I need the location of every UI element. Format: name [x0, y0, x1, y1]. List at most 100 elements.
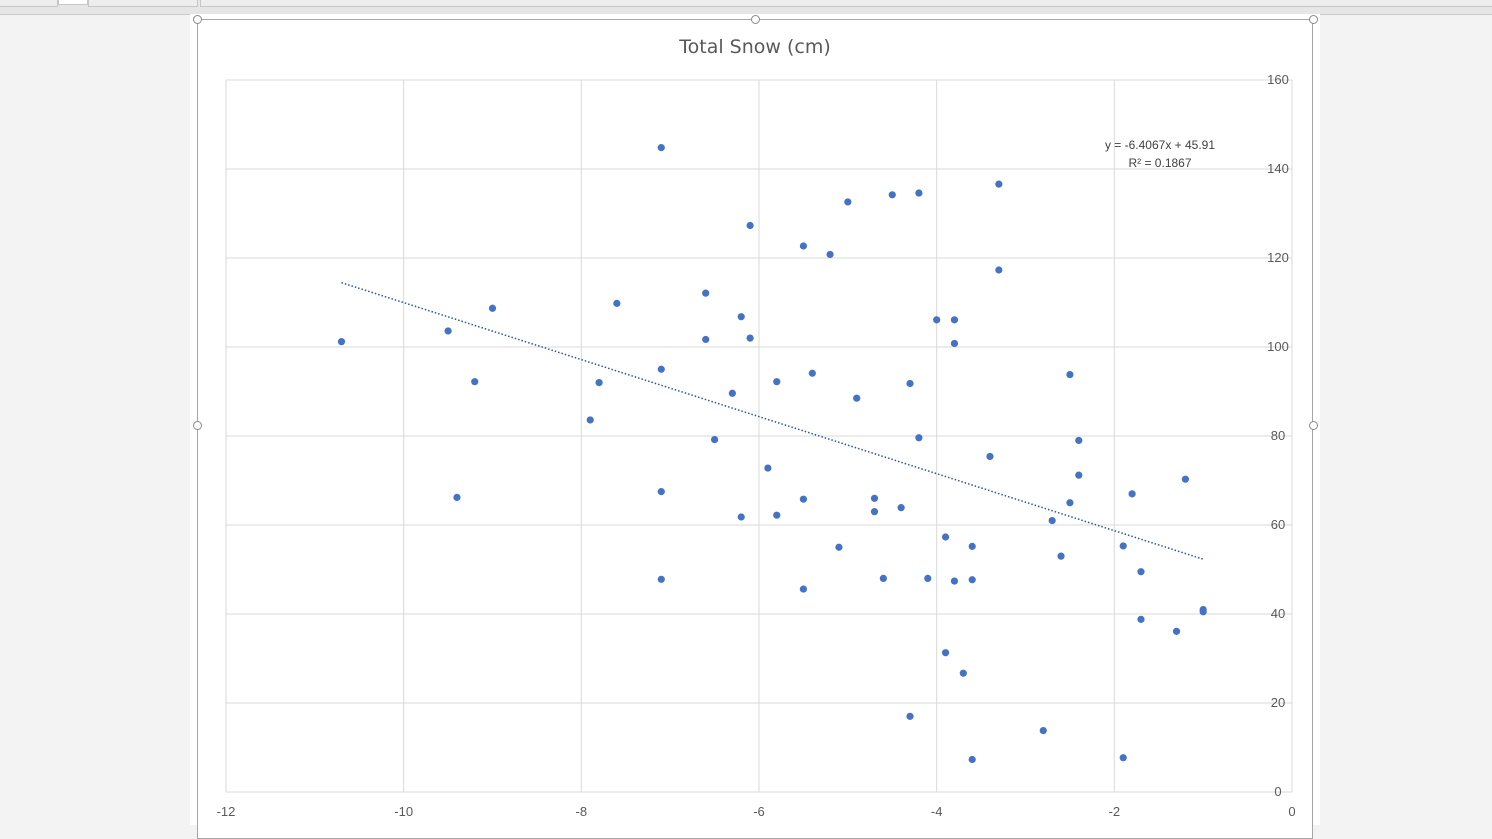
- data-point[interactable]: [746, 221, 754, 230]
- data-point[interactable]: [337, 338, 346, 346]
- data-point[interactable]: [941, 649, 950, 657]
- data-point[interactable]: [737, 513, 745, 521]
- data-point[interactable]: [1048, 516, 1056, 525]
- data-point[interactable]: [915, 434, 923, 442]
- data-point[interactable]: [799, 242, 808, 250]
- data-point[interactable]: [995, 266, 1003, 274]
- data-point[interactable]: [1172, 627, 1181, 635]
- sheet-tab[interactable]: [88, 0, 198, 7]
- y-tick-label: 140: [1267, 161, 1289, 176]
- y-tick-label: 160: [1267, 72, 1289, 87]
- x-tick-label: -10: [394, 804, 413, 819]
- resize-handle-top-right[interactable]: [1309, 15, 1318, 24]
- data-point[interactable]: [773, 378, 781, 386]
- data-point[interactable]: [959, 669, 967, 677]
- data-point[interactable]: [950, 577, 959, 585]
- data-point[interactable]: [799, 585, 808, 593]
- chart-area[interactable]: [197, 19, 1313, 839]
- data-point[interactable]: [1119, 542, 1127, 550]
- data-point[interactable]: [844, 198, 852, 206]
- sheet-tab[interactable]: [200, 0, 1492, 7]
- data-point[interactable]: [737, 313, 745, 321]
- data-point[interactable]: [657, 488, 665, 496]
- data-point[interactable]: [586, 416, 594, 424]
- active-sheet-tab[interactable]: [58, 0, 88, 5]
- y-tick-label: 20: [1271, 695, 1285, 710]
- y-tick-label: 0: [1274, 784, 1281, 799]
- data-point[interactable]: [870, 494, 879, 502]
- data-point[interactable]: [888, 191, 896, 199]
- y-tick-label: 60: [1271, 517, 1285, 532]
- x-tick-label: 0: [1288, 804, 1295, 819]
- data-point[interactable]: [710, 435, 719, 444]
- data-point[interactable]: [1066, 370, 1074, 379]
- data-point[interactable]: [924, 574, 932, 583]
- data-point[interactable]: [453, 493, 461, 502]
- data-point[interactable]: [826, 250, 834, 259]
- data-point[interactable]: [1066, 499, 1074, 507]
- data-point[interactable]: [1128, 490, 1136, 498]
- x-tick-label: -4: [931, 804, 943, 819]
- x-tick-label: -2: [1109, 804, 1121, 819]
- data-point[interactable]: [1181, 475, 1189, 483]
- sheet-tab[interactable]: [0, 0, 58, 7]
- data-point[interactable]: [764, 464, 772, 472]
- data-point[interactable]: [950, 339, 959, 348]
- data-point[interactable]: [808, 369, 816, 377]
- x-tick-label: -6: [753, 804, 765, 819]
- data-point[interactable]: [879, 574, 887, 583]
- resize-handle-top-left[interactable]: [193, 15, 202, 24]
- data-point[interactable]: [968, 576, 976, 584]
- data-point[interactable]: [950, 316, 959, 324]
- data-point[interactable]: [702, 335, 710, 344]
- data-point[interactable]: [906, 379, 914, 388]
- data-point[interactable]: [702, 289, 710, 297]
- data-point[interactable]: [1075, 471, 1083, 479]
- chart-title[interactable]: Total Snow (cm): [678, 36, 831, 58]
- data-point[interactable]: [595, 379, 603, 387]
- data-point[interactable]: [897, 504, 905, 512]
- worksheet-tab-strip: [0, 0, 1492, 15]
- data-point[interactable]: [773, 511, 781, 519]
- y-tick-label: 40: [1271, 606, 1285, 621]
- resize-handle-left[interactable]: [193, 421, 202, 430]
- data-point[interactable]: [1119, 754, 1127, 762]
- resize-handle-right[interactable]: [1309, 421, 1318, 430]
- data-points: [337, 144, 1207, 764]
- gridlines: [225, 79, 1293, 793]
- trendline-r-squared[interactable]: R² = 0.1867: [1128, 156, 1191, 170]
- data-point[interactable]: [746, 334, 754, 342]
- y-axis-tick-labels: 0 20 40 60 80 100 120 140 160: [1267, 72, 1289, 799]
- data-point[interactable]: [471, 378, 479, 386]
- data-point[interactable]: [986, 452, 994, 461]
- data-point[interactable]: [1039, 726, 1047, 735]
- data-point[interactable]: [906, 712, 914, 720]
- data-point[interactable]: [657, 365, 665, 373]
- data-point[interactable]: [488, 304, 497, 312]
- data-point[interactable]: [941, 533, 950, 541]
- resize-handle-top[interactable]: [751, 15, 760, 24]
- data-point[interactable]: [995, 180, 1003, 188]
- data-point[interactable]: [1137, 568, 1145, 576]
- data-point[interactable]: [968, 542, 976, 550]
- data-point[interactable]: [933, 316, 941, 324]
- trendline-equation[interactable]: y = -6.4067x + 45.91: [1105, 138, 1215, 152]
- data-point[interactable]: [1199, 608, 1207, 616]
- data-point[interactable]: [1137, 615, 1145, 623]
- data-point[interactable]: [1075, 436, 1083, 445]
- data-point[interactable]: [870, 508, 879, 516]
- data-point[interactable]: [613, 299, 621, 307]
- data-point[interactable]: [968, 755, 976, 764]
- y-tick-label: 80: [1271, 428, 1285, 443]
- data-point[interactable]: [853, 394, 861, 402]
- data-point[interactable]: [835, 543, 843, 551]
- data-point[interactable]: [1057, 552, 1065, 560]
- data-point[interactable]: [657, 144, 665, 152]
- data-point[interactable]: [444, 327, 452, 335]
- x-tick-label: -8: [576, 804, 588, 819]
- data-point[interactable]: [799, 495, 808, 503]
- data-point[interactable]: [657, 575, 665, 583]
- linear-trendline[interactable]: [341, 281, 1204, 560]
- data-point[interactable]: [915, 189, 923, 197]
- data-point[interactable]: [728, 389, 736, 397]
